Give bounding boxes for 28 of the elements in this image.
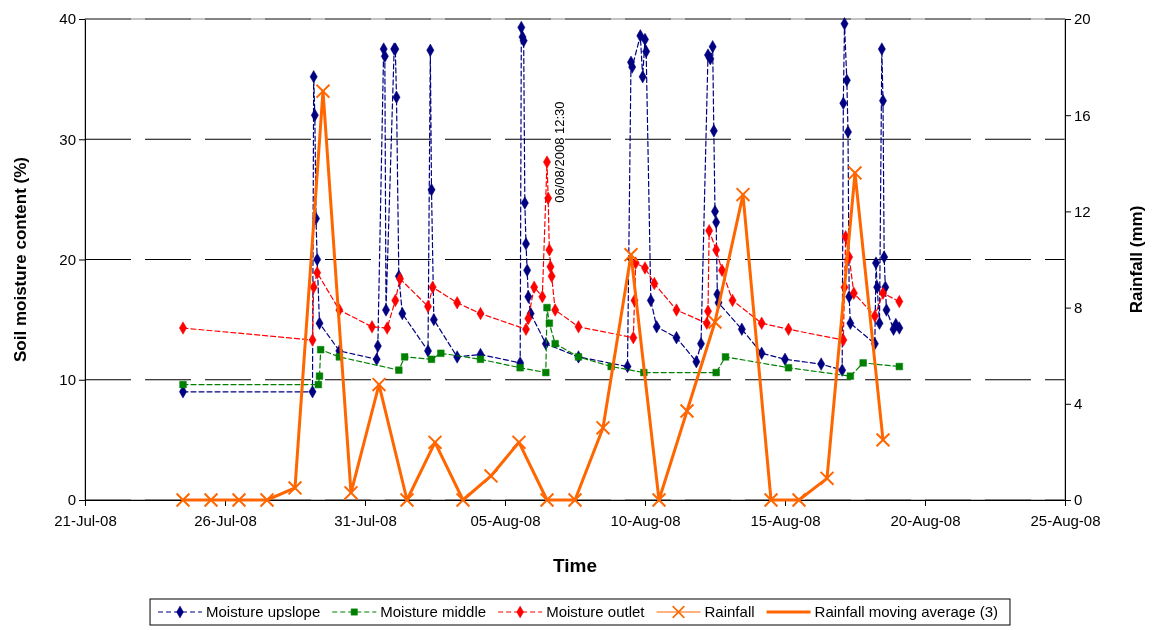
x-axis-title: Time bbox=[552, 555, 598, 576]
y2-axis-title: Rainfall (mm) bbox=[1127, 205, 1146, 314]
legend-label: Moisture outlet bbox=[546, 603, 646, 620]
y2-tick-label: 16 bbox=[1074, 106, 1091, 124]
y-tick-label: 40 bbox=[59, 10, 76, 28]
annotation: 06/08/2008 12:30 bbox=[551, 101, 567, 203]
x-tick-label: 10-Aug-08 bbox=[610, 511, 681, 529]
legend-label: Rainfall bbox=[704, 603, 755, 620]
x-tick-label: 21-Jul-08 bbox=[54, 511, 117, 529]
y2-tick-label: 20 bbox=[1074, 10, 1091, 28]
x-tick-label: 25-Aug-08 bbox=[1030, 511, 1101, 529]
x-tick-label: 15-Aug-08 bbox=[750, 511, 821, 529]
y-tick-label: 10 bbox=[59, 371, 76, 389]
legend-label: Rainfall moving average (3) bbox=[814, 603, 998, 620]
y-tick-label: 20 bbox=[59, 250, 76, 268]
y-axis-title: Soil moisture content (%) bbox=[11, 157, 30, 362]
x-tick-label: 05-Aug-08 bbox=[470, 511, 541, 529]
y2-tick-label: 4 bbox=[1074, 395, 1083, 413]
y2-tick-label: 12 bbox=[1074, 202, 1091, 220]
y-tick-label: 0 bbox=[67, 491, 76, 509]
y-tick-label: 30 bbox=[59, 130, 76, 148]
x-tick-label: 26-Jul-08 bbox=[194, 511, 257, 529]
legend-label: Moisture middle bbox=[380, 603, 487, 620]
legend-label: Moisture upslope bbox=[206, 603, 321, 620]
y2-tick-label: 8 bbox=[1074, 298, 1083, 316]
x-tick-label: 31-Jul-08 bbox=[334, 511, 397, 529]
y2-tick-label: 0 bbox=[1074, 491, 1083, 509]
x-tick-label: 20-Aug-08 bbox=[890, 511, 961, 529]
